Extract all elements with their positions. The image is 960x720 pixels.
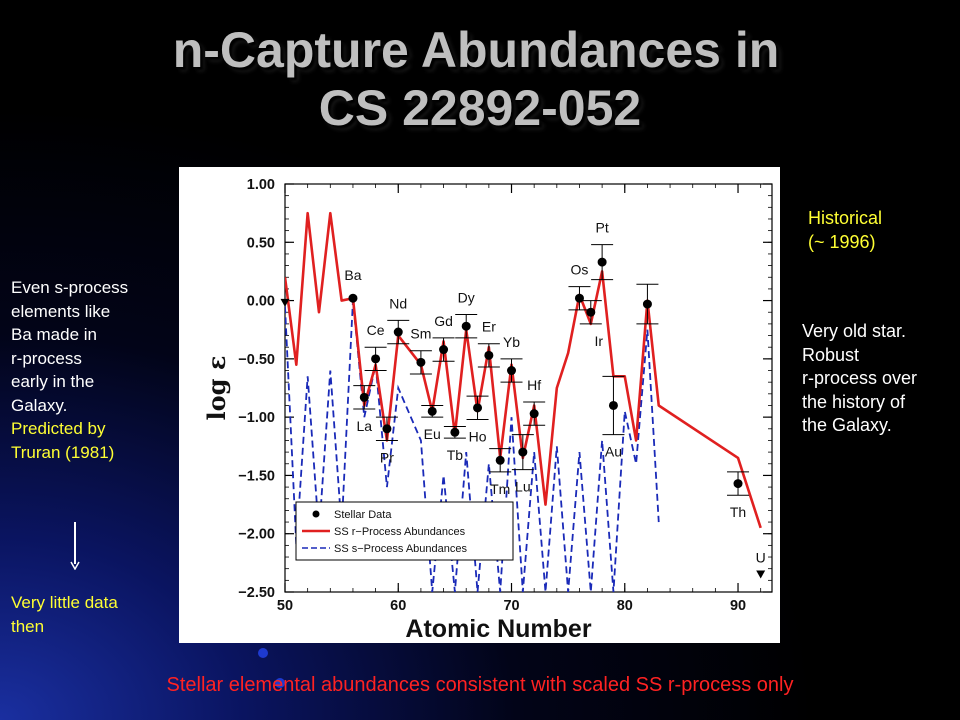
left-note-line: Even s-process (11, 278, 129, 297)
element-label-au: Au (605, 444, 622, 460)
stellar-point (733, 479, 743, 489)
decorative-bullet (258, 648, 268, 658)
element-label-la: La (356, 418, 372, 434)
y-tick-label: 1.00 (247, 177, 275, 193)
historical-line: (~ 1996) (808, 231, 876, 252)
left-bottom-note: Very little data then (11, 591, 118, 638)
stellar-point (586, 307, 596, 317)
slide-title-line1: n-Capture Abundances in (172, 22, 780, 78)
element-label-dy: Dy (458, 290, 475, 306)
left-bottom-line: then (11, 616, 45, 636)
x-tick-label: 80 (617, 598, 633, 614)
right-note: Very old star. Robust r-process over the… (802, 320, 917, 438)
element-label-tm: Tm (490, 481, 510, 497)
element-label-yb: Yb (503, 334, 520, 350)
left-note-line: elements like (11, 301, 111, 321)
upper-limit-marker (756, 570, 766, 579)
stellar-point (450, 427, 460, 437)
x-tick-label: 50 (277, 598, 293, 614)
element-label-nd: Nd (389, 295, 407, 311)
y-tick-label: 0.00 (247, 294, 275, 310)
y-tick-label: −2.00 (238, 527, 275, 543)
down-arrow-icon (70, 522, 80, 570)
s-process-line (285, 300, 660, 592)
legend-entry-r-process: SS r−Process Abundances (334, 526, 466, 538)
element-label-ho: Ho (469, 428, 487, 444)
left-note-line: r-process (11, 348, 82, 368)
element-label-eu: Eu (424, 426, 441, 442)
element-label-ce: Ce (367, 322, 385, 338)
element-label-pr: Pr (380, 449, 394, 465)
stellar-point (359, 392, 369, 402)
stellar-point (484, 350, 494, 360)
stellar-point (439, 345, 449, 355)
right-note-line: Robust (802, 344, 860, 365)
right-note-line: r-process over (802, 368, 918, 388)
element-label-er: Er (482, 319, 496, 335)
element-label-u: U (756, 550, 766, 566)
element-label-ba: Ba (344, 267, 361, 283)
left-note-line: Ba made in (11, 325, 97, 344)
element-label-gd: Gd (434, 313, 453, 329)
right-note-line: the Galaxy. (802, 415, 892, 435)
upper-limit-marker (280, 298, 290, 307)
x-tick-label: 90 (730, 598, 746, 614)
stellar-point (461, 321, 471, 331)
abundance-chart: 1.00 0.50 0.00 −0.50 −1.00 −1.50 −2.00 −2.50 50 6… (179, 167, 780, 643)
stellar-point (382, 424, 392, 434)
element-label-os: Os (571, 262, 589, 278)
stellar-point (427, 406, 437, 416)
y-tick-label: −1.50 (238, 468, 275, 484)
element-label-tb: Tb (447, 447, 464, 463)
element-label-pt: Pt (595, 220, 608, 236)
left-note-line: early in the (11, 372, 95, 391)
element-label-th: Th (730, 504, 746, 520)
stellar-point (642, 299, 652, 309)
decorative-bullet (275, 678, 285, 688)
legend-box (295, 501, 514, 561)
stellar-point (371, 354, 381, 364)
stellar-point (529, 409, 539, 419)
stellar-point (473, 403, 483, 413)
slide-title-line2: CS 22892-052 (318, 80, 642, 136)
stellar-point (518, 447, 528, 457)
x-tick-label: 60 (390, 598, 406, 614)
y-axis-label: log ε (202, 356, 231, 421)
y-tick-label: −1.00 (238, 410, 275, 426)
stellar-point (507, 366, 517, 376)
element-label-ir: Ir (595, 333, 604, 349)
y-tick-label: 0.50 (247, 235, 275, 251)
legend-entry-stellar: Stellar Data (334, 509, 392, 521)
stellar-point (393, 327, 403, 337)
predicted-line: Truran (1981) (11, 442, 115, 462)
stellar-point (416, 357, 426, 367)
predicted-line: Predicted by (11, 419, 106, 438)
historical-note: Historical (~ 1996) (808, 207, 882, 254)
y-tick-label: −0.50 (238, 352, 275, 368)
element-label-sm: Sm (410, 326, 431, 342)
footer-caption: Stellar elemental abundances consistent … (166, 674, 794, 696)
left-note-line: Galaxy. (11, 395, 68, 415)
stellar-point (574, 293, 584, 303)
left-bottom-line: Very little data (11, 593, 118, 612)
stellar-point (495, 455, 505, 465)
legend-entry-s-process: SS s−Process Abundances (334, 543, 467, 555)
element-label-lu: Lu (515, 479, 531, 495)
historical-line: Historical (808, 208, 883, 228)
element-label-hf: Hf (527, 377, 541, 393)
stellar-point (597, 257, 607, 267)
left-note: Even s-process elements like Ba made in … (11, 276, 128, 464)
x-axis-label: Atomic Number (405, 615, 591, 643)
plot-frame (284, 183, 773, 593)
x-tick-label: 70 (503, 598, 519, 614)
stellar-point (608, 400, 618, 410)
legend-stellar-marker (312, 510, 320, 518)
right-note-line: Very old star. (802, 321, 907, 341)
right-note-line: the history of (802, 391, 906, 412)
stellar-point (348, 293, 358, 303)
y-tick-label: −2.50 (238, 585, 275, 601)
